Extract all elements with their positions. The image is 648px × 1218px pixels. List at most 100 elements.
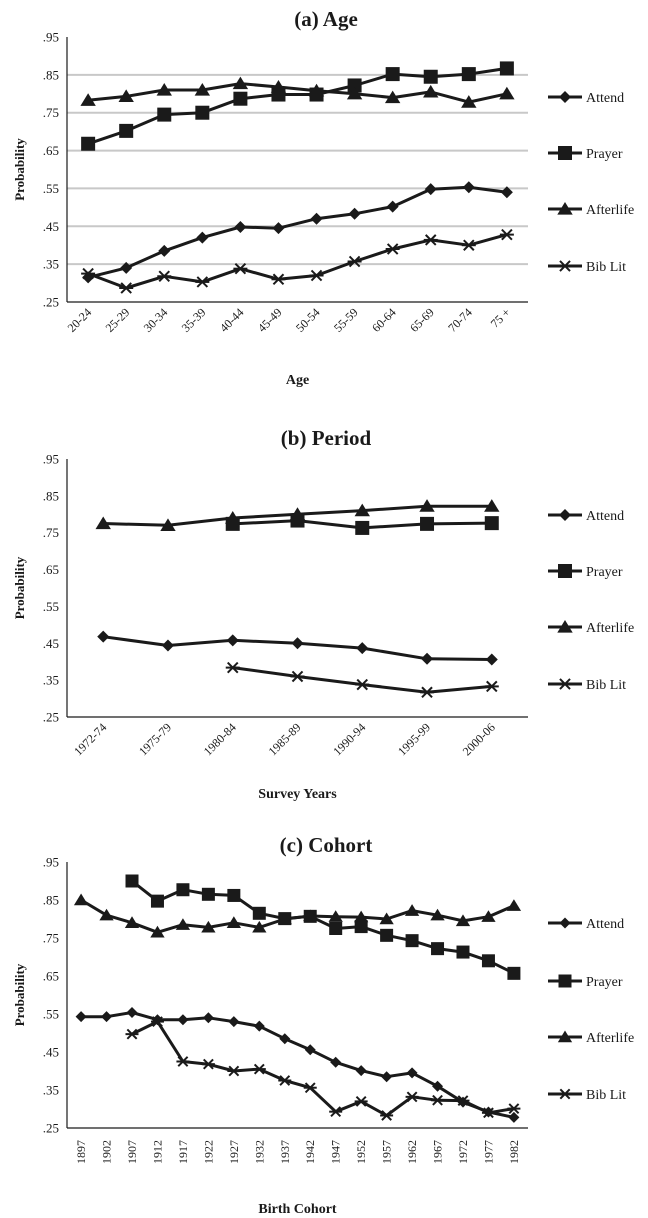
series-line: [131, 1020, 515, 1117]
data-point: [225, 510, 241, 524]
legend-item: Prayer: [548, 974, 623, 990]
data-point: [73, 893, 89, 906]
data-point: [161, 639, 174, 652]
data-point: [507, 966, 521, 980]
data-point: [196, 231, 209, 244]
chart-title: (c) Cohort: [280, 833, 373, 857]
data-point: [279, 1033, 291, 1045]
legend-marker: [558, 260, 572, 272]
legend-item: Attend: [548, 917, 624, 932]
data-point: [126, 1006, 138, 1018]
data-point: [195, 276, 210, 288]
data-point: [233, 91, 248, 106]
data-point: [405, 934, 419, 948]
series-line: [87, 185, 508, 279]
data-point: [150, 925, 165, 938]
data-point: [175, 918, 191, 930]
x-tick-label: 1942: [303, 1140, 317, 1164]
data-point: [424, 183, 437, 196]
data-point: [81, 136, 96, 151]
x-axis-label: Survey Years: [258, 787, 337, 802]
y-tick-label: .75: [43, 105, 59, 120]
legend-label: Bib Lit: [586, 678, 626, 693]
data-point: [355, 678, 370, 691]
data-point: [99, 908, 114, 921]
data-point: [157, 270, 172, 283]
data-point: [201, 920, 216, 933]
y-tick-label: .45: [43, 636, 59, 651]
x-tick-label: 50-54: [293, 305, 323, 335]
y-tick-label: .85: [43, 893, 59, 908]
data-point: [252, 1063, 266, 1075]
legend-item: Afterlife: [548, 202, 634, 218]
data-point: [421, 652, 434, 665]
x-tick-label: 1975-79: [136, 720, 174, 758]
data-point: [423, 84, 439, 98]
data-point: [225, 661, 240, 674]
data-point: [420, 516, 435, 531]
data-point: [201, 887, 215, 901]
legend-item: Attend: [548, 91, 624, 106]
data-point: [158, 244, 171, 257]
data-point: [354, 920, 368, 934]
series-afterlife: [73, 893, 522, 938]
data-point: [227, 1065, 241, 1077]
data-point: [232, 76, 249, 90]
data-point: [252, 906, 266, 920]
legend-marker: [559, 91, 571, 103]
data-point: [481, 910, 496, 922]
legend-item: Afterlife: [548, 1030, 634, 1046]
legend-label: Attend: [586, 917, 624, 932]
data-point: [380, 928, 394, 942]
x-tick-label: 30-34: [141, 305, 171, 335]
data-point: [354, 503, 370, 517]
data-point: [97, 630, 110, 643]
data-point: [234, 221, 247, 234]
data-point: [227, 888, 241, 902]
legend-item: Afterlife: [548, 620, 634, 636]
x-tick-label: 40-44: [217, 305, 247, 335]
legend-label: Bib Lit: [586, 260, 626, 275]
x-tick-label: 1972-74: [71, 720, 109, 758]
x-tick-label: 1977: [481, 1140, 495, 1164]
data-point: [75, 1011, 87, 1023]
legend-item: Bib Lit: [548, 678, 626, 693]
data-point: [233, 262, 248, 275]
data-point: [176, 1056, 190, 1067]
data-point: [455, 914, 471, 927]
data-point: [157, 107, 172, 122]
data-point: [272, 222, 285, 235]
y-tick-label: .55: [43, 1007, 59, 1022]
data-point: [484, 680, 499, 693]
legend-label: Prayer: [586, 147, 623, 162]
y-axis-label: Probability: [12, 138, 27, 201]
x-tick-label: 1990-94: [330, 720, 368, 758]
legend-item: Bib Lit: [548, 1088, 626, 1103]
data-point: [101, 1011, 113, 1023]
legend-label: Afterlife: [586, 1031, 634, 1046]
series-attend: [82, 181, 513, 284]
legend-marker: [558, 678, 572, 690]
x-tick-label: 1980-84: [201, 720, 239, 758]
y-tick-label: .45: [43, 1045, 59, 1060]
legend-item: Prayer: [548, 564, 623, 580]
data-point: [252, 920, 267, 933]
x-tick-label: 1972: [456, 1140, 470, 1164]
data-point: [461, 67, 476, 82]
data-point: [118, 89, 134, 103]
series-bib-lit: [125, 1016, 521, 1121]
data-point: [499, 86, 515, 100]
y-axis-label: Probability: [12, 556, 27, 619]
data-point: [347, 255, 362, 268]
legend-marker: [557, 202, 573, 215]
x-tick-label: 20-24: [65, 305, 95, 335]
data-point: [456, 1095, 470, 1107]
data-point: [156, 83, 172, 96]
x-tick-label: 1922: [201, 1140, 215, 1164]
data-point: [481, 954, 495, 968]
data-point: [303, 909, 318, 922]
x-tick-label: 65-69: [407, 305, 437, 335]
data-point: [462, 181, 475, 194]
chart-title: (b) Period: [281, 426, 372, 450]
